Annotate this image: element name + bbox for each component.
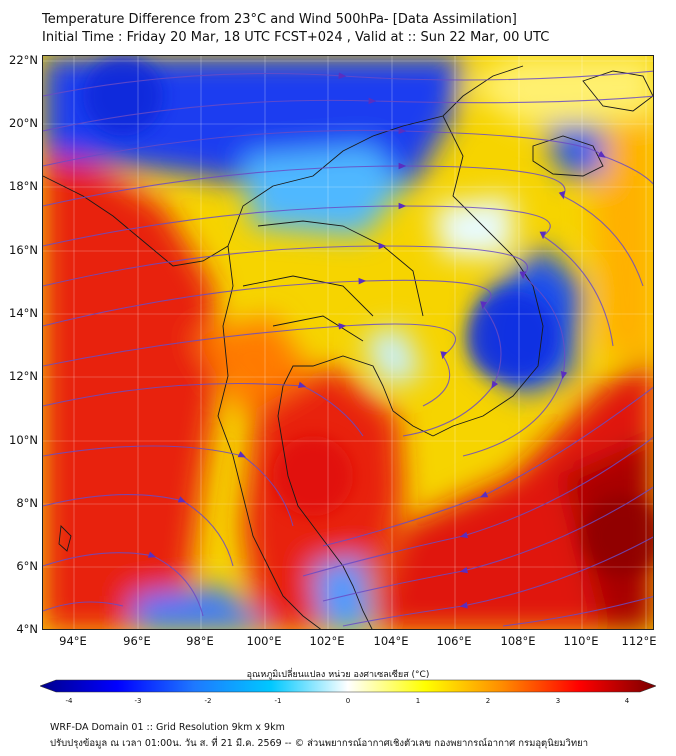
lat-label: 18°N — [9, 179, 38, 193]
map-title: Temperature Difference from 23°C and Win… — [42, 12, 517, 27]
footer-credit: ปรับปรุงข้อมูล ณ เวลา 01:00น. วัน ส. ที่… — [50, 738, 589, 749]
lon-label: 98°E — [186, 634, 214, 648]
colorbar-tick: 4 — [624, 697, 630, 705]
colorbar-tick: -4 — [65, 697, 73, 705]
colorbar-tick: 1 — [415, 697, 421, 705]
lat-label: 10°N — [9, 433, 38, 447]
lon-label: 108°E — [500, 634, 536, 648]
lon-label: 102°E — [309, 634, 345, 648]
colorbar-tick: 2 — [485, 697, 491, 705]
colorbar — [40, 679, 656, 693]
lat-label: 6°N — [16, 559, 38, 573]
colorbar-tick: -1 — [274, 697, 282, 705]
colorbar-tick: -3 — [134, 697, 142, 705]
colorbar-tick: -2 — [204, 697, 212, 705]
temperature-wind-map[interactable] — [42, 55, 654, 630]
lon-label: 104°E — [373, 634, 409, 648]
lon-label: 94°E — [59, 634, 87, 648]
lon-label: 106°E — [436, 634, 472, 648]
colorbar-title: อุณหภูมิเปลี่ยนแปลง หน่วย องศาเซลเซียส (… — [246, 670, 430, 680]
lat-label: 22°N — [9, 53, 38, 67]
lon-label: 100°E — [246, 634, 282, 648]
lat-label: 16°N — [9, 243, 38, 257]
lon-label: 110°E — [563, 634, 599, 648]
footer-model-info: WRF-DA Domain 01 :: Grid Resolution 9km … — [50, 722, 285, 733]
lat-label: 12°N — [9, 369, 38, 383]
lat-label: 4°N — [16, 622, 38, 636]
colorbar-tick: 3 — [555, 697, 561, 705]
lon-label: 112°E — [621, 634, 657, 648]
colorbar-tick: 0 — [345, 697, 351, 705]
map-subtitle: Initial Time : Friday 20 Mar, 18 UTC FCS… — [42, 30, 550, 45]
lat-label: 8°N — [16, 496, 38, 510]
wind-streamlines — [43, 70, 653, 627]
lat-label: 20°N — [9, 116, 38, 130]
lon-label: 96°E — [123, 634, 151, 648]
lat-label: 14°N — [9, 306, 38, 320]
